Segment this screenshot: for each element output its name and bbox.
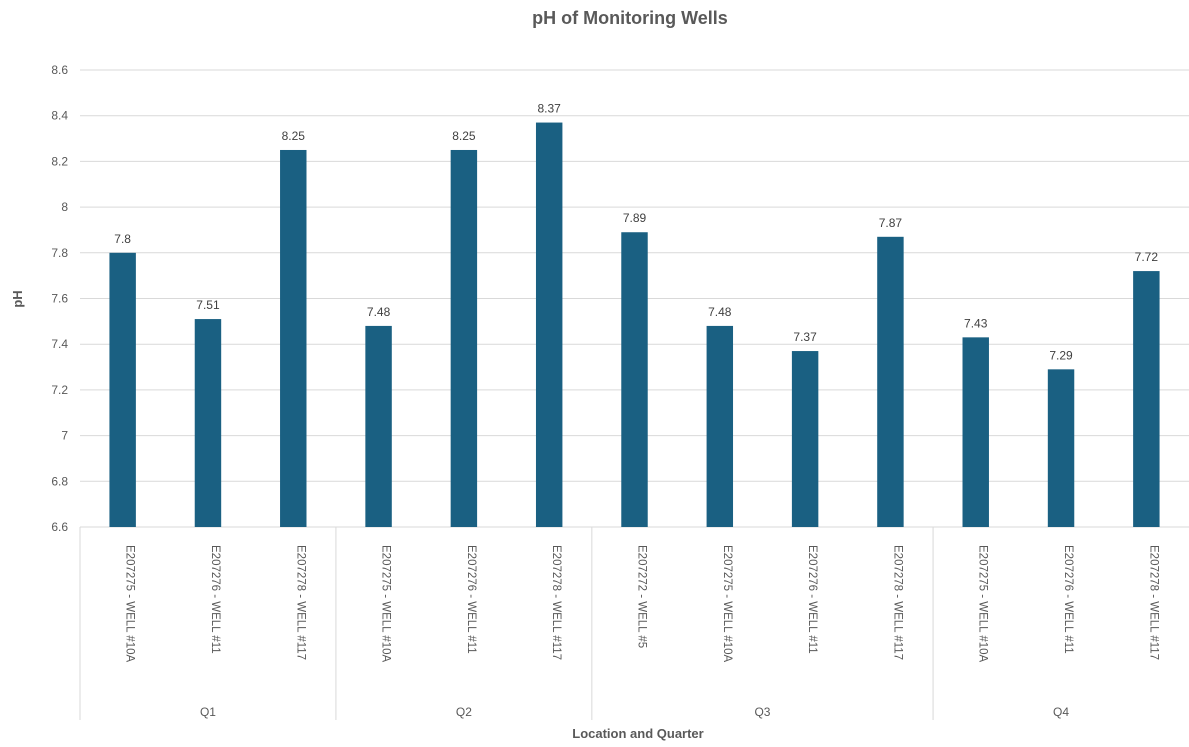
category-label: E207278 - WELL #117	[294, 545, 306, 660]
data-label: 7.8	[114, 232, 131, 246]
category-label: E207275 - WELL #10A	[721, 545, 733, 663]
group-label: Q3	[754, 705, 770, 719]
bar	[791, 351, 819, 527]
data-label: 7.48	[367, 305, 391, 319]
data-label: 8.25	[282, 129, 306, 143]
data-label: 7.87	[879, 216, 903, 230]
bar	[1133, 271, 1160, 527]
y-axis-title: pH	[10, 290, 25, 307]
data-label: 7.37	[793, 330, 817, 344]
bar	[280, 149, 307, 527]
bar	[365, 325, 392, 527]
bar	[535, 122, 563, 528]
data-label: 7.48	[708, 305, 732, 319]
category-label: E207275 - WELL #10A	[124, 545, 136, 663]
data-label: 7.89	[623, 211, 647, 225]
category-label: E207276 - WELL #11	[806, 545, 818, 654]
y-tick-label: 8.6	[51, 63, 68, 77]
y-tick-label: 8.4	[51, 109, 68, 123]
category-label: E207278 - WELL #117	[1147, 545, 1159, 660]
category-label: E207276 - WELL #11	[1062, 545, 1074, 654]
y-tick-label: 7.8	[51, 246, 68, 260]
data-label: 8.37	[538, 102, 562, 116]
labels: 6.6 6.8 7 7.2 7.4 7.6 7.8 8 8.2 8.4 8.6 7.8 E207275 …	[51, 63, 1159, 719]
y-tick-label: 8	[61, 200, 68, 214]
category-label: E207272 - WELL #5	[636, 545, 648, 648]
y-tick-label: 7.4	[51, 337, 68, 351]
category-label: E207278 - WELL #117	[891, 545, 903, 660]
data-label: 8.25	[452, 129, 476, 143]
bar	[1047, 369, 1075, 527]
bars	[109, 122, 1160, 528]
y-tick-label: 6.6	[51, 520, 68, 534]
group-label: Q1	[200, 705, 216, 719]
group-label: Q2	[456, 705, 472, 719]
data-label: 7.43	[964, 316, 988, 330]
data-label: 7.72	[1135, 250, 1159, 264]
y-tick-label: 8.2	[51, 154, 68, 168]
data-label: 7.29	[1049, 348, 1073, 362]
data-label: 7.51	[196, 298, 220, 312]
y-tick-label: 7.6	[51, 292, 68, 306]
bar	[621, 232, 648, 528]
y-tick-label: 7	[61, 429, 68, 443]
category-label: E207276 - WELL #11	[209, 545, 221, 654]
x-axis-title: Location and Quarter	[572, 726, 703, 741]
bar	[706, 325, 734, 527]
category-label: E207275 - WELL #10A	[380, 545, 392, 663]
bar	[194, 319, 222, 527]
category-label: E207278 - WELL #117	[550, 545, 562, 660]
bar	[450, 149, 478, 527]
category-label: E207276 - WELL #11	[465, 545, 477, 654]
y-tick-label: 6.8	[51, 474, 68, 488]
bar	[109, 252, 136, 528]
y-tick-label: 7.2	[51, 383, 68, 397]
bar	[877, 236, 904, 527]
bar	[962, 337, 989, 527]
group-label: Q4	[1053, 705, 1069, 719]
category-label: E207275 - WELL #10A	[977, 545, 989, 663]
chart-title: pH of Monitoring Wells	[532, 8, 728, 28]
